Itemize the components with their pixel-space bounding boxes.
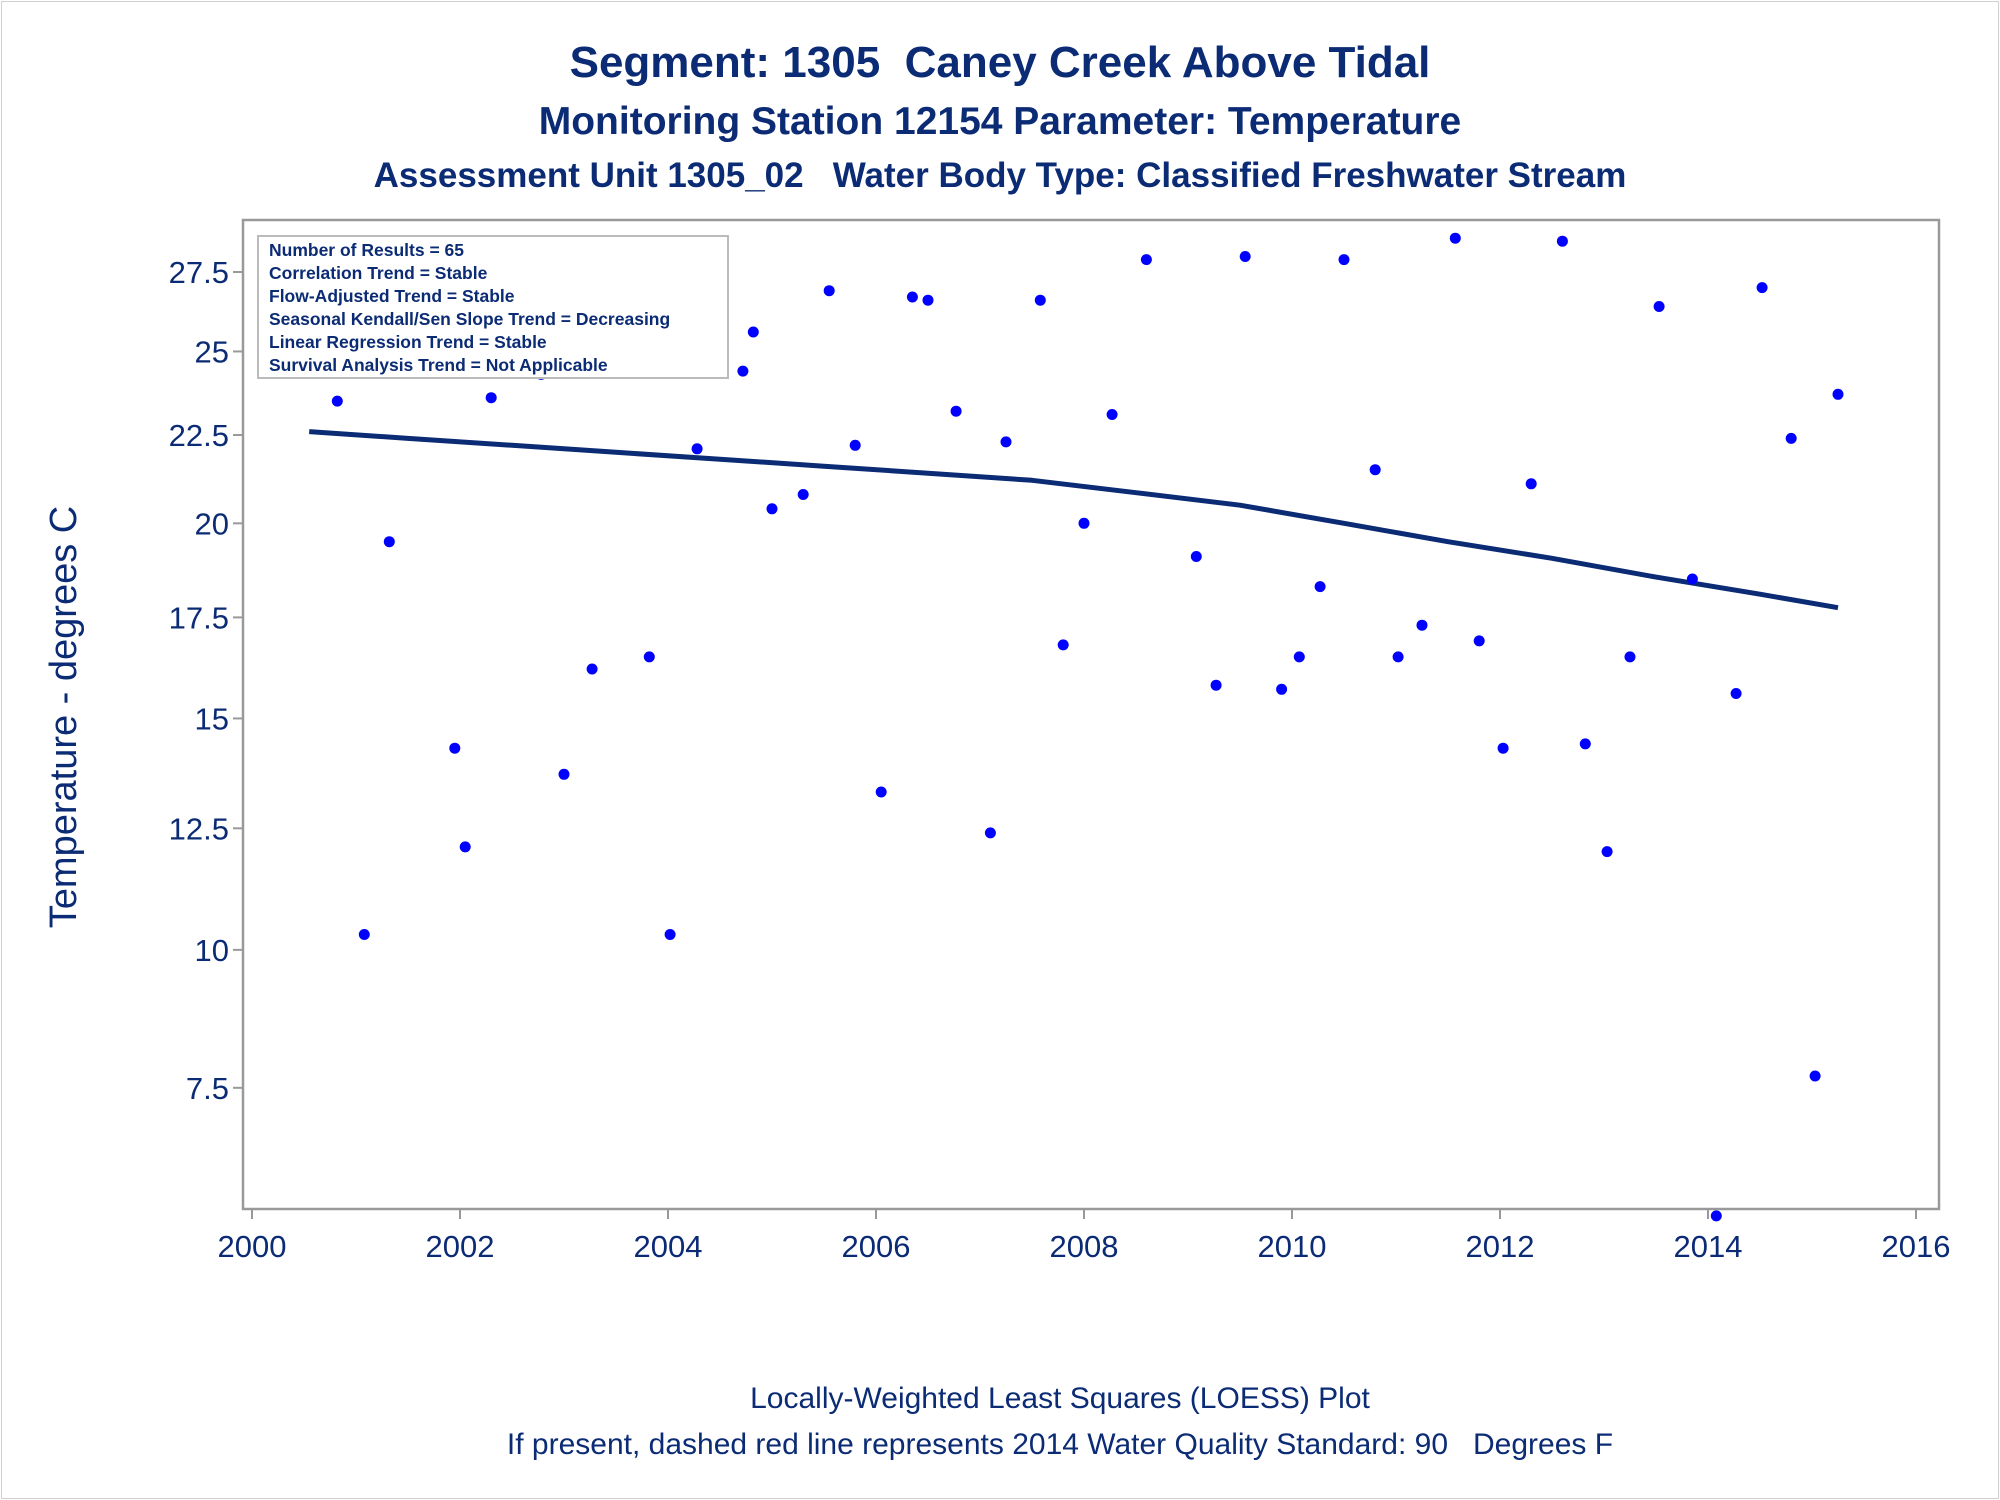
data-point bbox=[1785, 432, 1797, 444]
stats-box-line: Linear Regression Trend = Stable bbox=[269, 332, 547, 352]
data-point bbox=[1686, 573, 1698, 585]
y-tick-label: 17.5 bbox=[169, 600, 229, 635]
y-axis: 7.5 10 12.5 15 17.5 20 22.5 25 27.5 bbox=[169, 255, 243, 1106]
x-tick-label: 2000 bbox=[218, 1229, 287, 1264]
data-point bbox=[1525, 478, 1537, 490]
data-point bbox=[1078, 517, 1090, 529]
data-point bbox=[849, 439, 861, 451]
stats-box-line: Number of Results = 65 bbox=[269, 240, 464, 260]
data-point bbox=[643, 651, 655, 663]
data-point bbox=[1832, 388, 1844, 400]
data-point bbox=[1449, 232, 1461, 244]
x-tick-label: 2004 bbox=[634, 1229, 703, 1264]
stats-box-line: Flow-Adjusted Trend = Stable bbox=[269, 286, 515, 306]
loess-layer bbox=[309, 429, 1839, 611]
data-point bbox=[1416, 619, 1428, 631]
data-point bbox=[797, 489, 809, 500]
data-point bbox=[1276, 683, 1288, 695]
data-point bbox=[1392, 651, 1404, 663]
y-tick-label: 22.5 bbox=[169, 418, 229, 453]
data-point bbox=[1730, 688, 1742, 699]
x-tick-label: 2014 bbox=[1674, 1229, 1743, 1264]
stats-box: Number of Results = 65 Correlation Trend … bbox=[257, 235, 729, 379]
chart-title: Segment: 1305 Caney Creek Above Tidal bbox=[569, 38, 1431, 87]
data-point bbox=[984, 827, 996, 839]
data-point bbox=[1556, 235, 1568, 247]
data-point bbox=[664, 929, 676, 940]
plot-border bbox=[241, 218, 1941, 1211]
data-point bbox=[1624, 651, 1636, 663]
data-point bbox=[1809, 1070, 1821, 1082]
data-point bbox=[459, 841, 471, 853]
data-point bbox=[906, 291, 918, 303]
footnote-method: Locally-Weighted Least Squares (LOESS) P… bbox=[750, 1382, 1370, 1415]
data-point bbox=[1239, 251, 1251, 262]
data-point bbox=[922, 294, 934, 306]
footnote-standard: If present, dashed red line represents 2… bbox=[506, 1428, 1614, 1461]
data-point bbox=[1601, 846, 1613, 858]
data-point bbox=[1034, 294, 1046, 306]
y-tick-label: 27.5 bbox=[169, 255, 229, 290]
data-point bbox=[1210, 679, 1222, 691]
data-point bbox=[1140, 254, 1152, 266]
plot-area bbox=[241, 218, 1941, 1211]
data-point bbox=[358, 929, 370, 940]
data-point bbox=[1653, 301, 1665, 312]
x-axis: 2000 2002 2004 2006 2008 2010 2012 2014 2016 bbox=[218, 1209, 1951, 1264]
stats-box-line: Correlation Trend = Stable bbox=[269, 263, 488, 283]
data-point bbox=[1106, 409, 1118, 420]
data-point bbox=[691, 443, 703, 455]
x-tick-label: 2006 bbox=[842, 1229, 911, 1264]
data-point bbox=[1057, 639, 1069, 651]
data-point bbox=[1314, 581, 1326, 593]
x-tick-label: 2010 bbox=[1258, 1229, 1327, 1264]
y-tick-label: 10 bbox=[195, 933, 229, 968]
data-point bbox=[558, 768, 570, 780]
loess-curve bbox=[309, 429, 1839, 611]
data-point bbox=[747, 326, 759, 338]
stats-box-border bbox=[257, 235, 729, 379]
chart-subtitle-station: Monitoring Station 12154 Parameter: Temp… bbox=[538, 100, 1462, 143]
data-point bbox=[383, 536, 395, 548]
data-point bbox=[1190, 551, 1202, 562]
data-point bbox=[1497, 742, 1509, 754]
y-tick-label: 25 bbox=[195, 334, 229, 369]
x-tick-label: 2008 bbox=[1050, 1229, 1119, 1264]
x-tick-label: 2016 bbox=[1882, 1229, 1951, 1264]
data-point bbox=[1000, 436, 1012, 448]
data-point bbox=[766, 503, 778, 515]
data-point bbox=[1756, 282, 1768, 294]
chart-subtitle-assessment: Assessment Unit 1305_02 Water Body Type:… bbox=[373, 156, 1627, 195]
data-point bbox=[875, 786, 887, 798]
data-point bbox=[823, 285, 835, 297]
y-tick-label: 7.5 bbox=[186, 1071, 229, 1106]
data-point bbox=[331, 395, 343, 407]
x-tick-label: 2002 bbox=[426, 1229, 495, 1264]
y-tick-label: 12.5 bbox=[169, 811, 229, 846]
data-point bbox=[449, 742, 461, 754]
data-point bbox=[485, 392, 497, 404]
data-point bbox=[1293, 651, 1305, 663]
stats-box-line: Seasonal Kendall/Sen Slope Trend = Decre… bbox=[269, 309, 670, 329]
data-point bbox=[950, 405, 962, 417]
y-tick-label: 20 bbox=[195, 506, 229, 541]
data-point bbox=[1473, 635, 1485, 647]
y-axis-label: Temperature - degrees C bbox=[43, 506, 85, 928]
stats-box-line: Survival Analysis Trend = Not Applicable bbox=[269, 355, 608, 375]
data-point bbox=[1338, 254, 1350, 266]
y-tick-label: 15 bbox=[195, 701, 229, 736]
data-point bbox=[586, 663, 598, 675]
data-point bbox=[1710, 1210, 1722, 1222]
x-tick-label: 2012 bbox=[1466, 1229, 1535, 1264]
data-point bbox=[737, 365, 749, 377]
data-point bbox=[1579, 738, 1591, 750]
points-layer bbox=[303, 232, 1844, 1222]
data-point bbox=[1369, 464, 1381, 476]
